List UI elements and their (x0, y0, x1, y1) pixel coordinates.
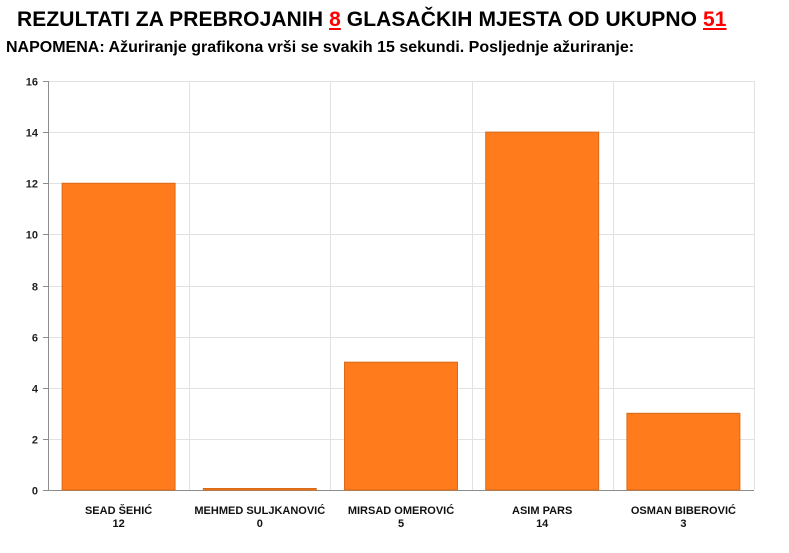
value-label: 12 (112, 518, 124, 530)
total-stations-count: 51 (703, 8, 727, 31)
category-label: MIRSAD OMEROVIĆ (348, 504, 454, 517)
category-label: ASIM PARS (512, 505, 572, 517)
y-tick-label: 2 (32, 435, 38, 447)
bars (61, 131, 741, 491)
value-label: 3 (680, 518, 686, 530)
value-label: 5 (398, 518, 404, 530)
headline-prefix: REZULTATI ZA PREBROJANIH (17, 8, 324, 31)
y-tick-label: 8 (32, 282, 38, 294)
headline-middle: GLASAČKIH MJESTA OD UKUPNO (346, 8, 698, 31)
y-tick-label: 12 (26, 179, 38, 191)
bar (344, 361, 458, 491)
y-tick-label: 0 (32, 486, 38, 498)
y-tick-label: 6 (32, 333, 38, 345)
counted-stations-count: 8 (329, 8, 341, 31)
value-label: 0 (257, 518, 263, 530)
category-label: SEAD ŠEHIĆ (85, 504, 152, 517)
bar (61, 182, 176, 491)
y-tick-label: 14 (26, 128, 39, 140)
update-note: NAPOMENA: Ažuriranje grafikona vrši se s… (6, 39, 635, 56)
bar (202, 488, 317, 491)
chart-headline: REZULTATI ZA PREBROJANIH 8 GLASAČKIH MJE… (17, 8, 727, 32)
y-tick-label: 16 (26, 77, 38, 89)
y-tick-label: 10 (26, 230, 38, 242)
category-label: MEHMED SULJKANOVIĆ (194, 504, 325, 517)
category-label: OSMAN BIBEROVIĆ (631, 504, 736, 517)
bar (485, 131, 600, 491)
bar (626, 412, 741, 491)
value-label: 14 (536, 518, 549, 530)
y-tick-label: 4 (32, 384, 39, 396)
